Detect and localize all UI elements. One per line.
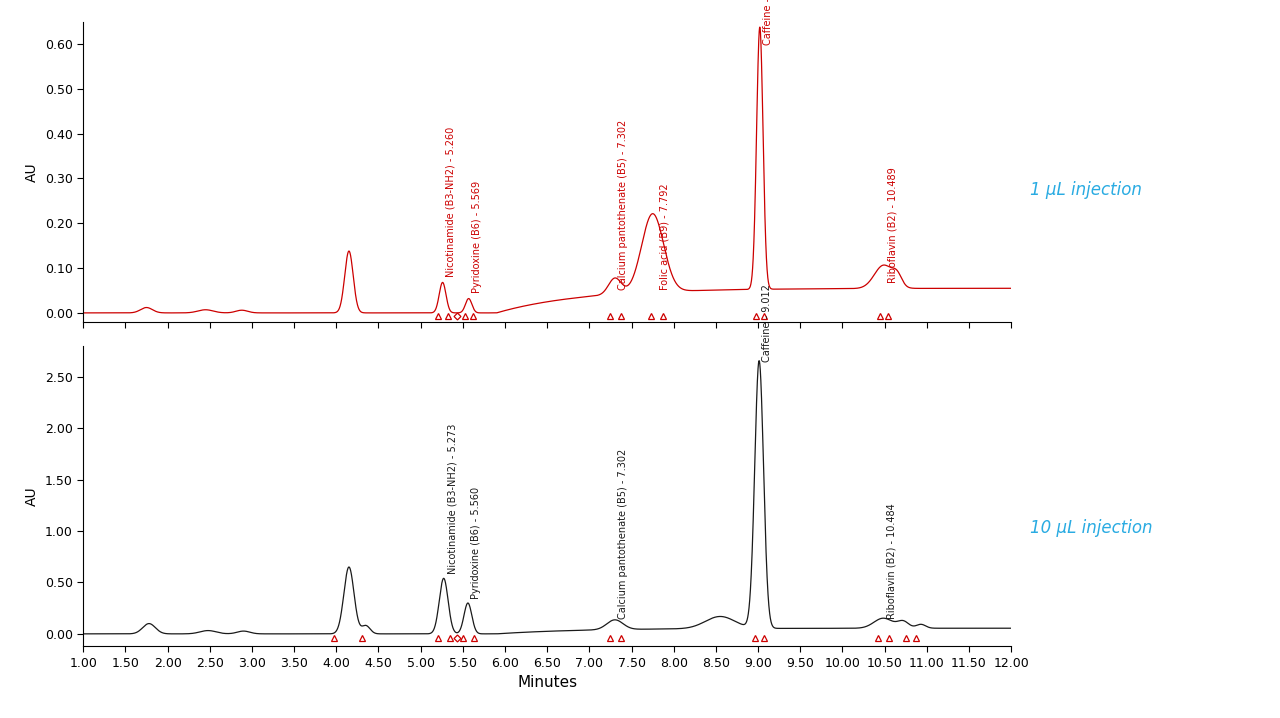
X-axis label: Minutes: Minutes: [517, 675, 577, 690]
Text: Pyridoxine (B6) - 5.560: Pyridoxine (B6) - 5.560: [471, 487, 481, 599]
Y-axis label: AU: AU: [26, 486, 40, 506]
Text: Pyridoxine (B6) - 5.569: Pyridoxine (B6) - 5.569: [472, 181, 483, 293]
Text: Caffeine - 9.020: Caffeine - 9.020: [763, 0, 773, 45]
Text: 1 μL injection: 1 μL injection: [1030, 181, 1142, 200]
Y-axis label: AU: AU: [26, 162, 40, 182]
Text: Folic acid (B9) - 7.792: Folic acid (B9) - 7.792: [659, 184, 669, 291]
Text: Nicotinamide (B3-NH2) - 5.260: Nicotinamide (B3-NH2) - 5.260: [445, 127, 456, 277]
Text: Riboflavin (B2) - 10.489: Riboflavin (B2) - 10.489: [887, 167, 897, 283]
Text: Calcium pantothenate (B5) - 7.302: Calcium pantothenate (B5) - 7.302: [618, 449, 628, 620]
Text: Calcium pantothenate (B5) - 7.302: Calcium pantothenate (B5) - 7.302: [618, 120, 628, 291]
Text: 10 μL injection: 10 μL injection: [1030, 518, 1153, 537]
Text: Riboflavin (B2) - 10.484: Riboflavin (B2) - 10.484: [887, 504, 897, 620]
Text: Caffeine - 9.012: Caffeine - 9.012: [763, 284, 773, 363]
Text: Nicotinamide (B3-NH2) - 5.273: Nicotinamide (B3-NH2) - 5.273: [447, 424, 457, 574]
